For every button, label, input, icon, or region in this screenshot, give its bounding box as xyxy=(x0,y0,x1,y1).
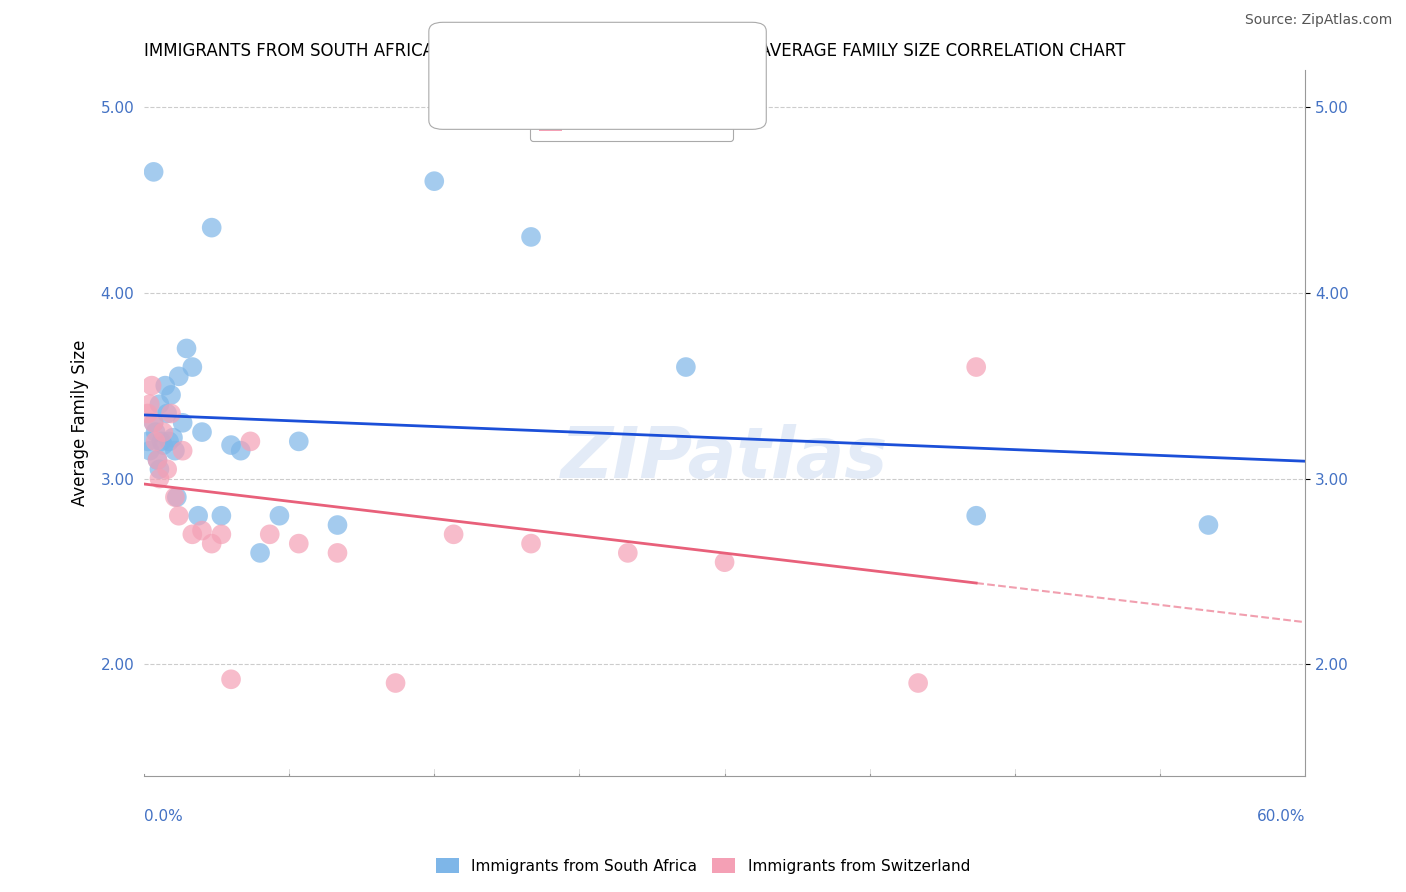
Point xyxy=(167,369,190,384)
Text: IMMIGRANTS FROM SOUTH AFRICA VS IMMIGRANTS FROM SWITZERLAND AVERAGE FAMILY SIZE : IMMIGRANTS FROM SOUTH AFRICA VS IMMIGRAN… xyxy=(143,42,1125,60)
Point xyxy=(326,518,349,533)
Point xyxy=(965,359,987,374)
Point xyxy=(229,443,252,458)
Point xyxy=(139,397,162,411)
Point xyxy=(384,676,406,690)
Point xyxy=(187,508,209,523)
Point xyxy=(191,524,214,538)
Point xyxy=(1197,518,1219,533)
Point xyxy=(156,407,179,421)
Point xyxy=(162,431,184,445)
Point xyxy=(145,425,167,439)
Point xyxy=(157,434,180,449)
Point xyxy=(145,434,167,449)
Point xyxy=(288,434,311,449)
Point xyxy=(219,673,242,687)
Point xyxy=(617,546,640,560)
Point xyxy=(163,490,186,504)
Point xyxy=(191,425,214,439)
Point xyxy=(160,407,183,421)
Point xyxy=(148,462,170,476)
Point xyxy=(142,165,165,179)
Point xyxy=(713,555,735,569)
Point xyxy=(148,397,170,411)
Point xyxy=(259,527,281,541)
Point xyxy=(443,527,465,541)
Legend: R = -0.035   N = 36, R = -0.468   N = 29: R = -0.035 N = 36, R = -0.468 N = 29 xyxy=(530,85,734,141)
Point xyxy=(166,490,188,504)
Point xyxy=(172,416,194,430)
Point xyxy=(965,508,987,523)
Text: ZIPatlas: ZIPatlas xyxy=(561,424,889,492)
Point xyxy=(139,443,162,458)
Point xyxy=(146,453,169,467)
Point xyxy=(155,378,177,392)
Point xyxy=(142,416,165,430)
Point xyxy=(209,527,232,541)
Point xyxy=(181,359,204,374)
Point xyxy=(423,174,446,188)
Point xyxy=(141,378,163,392)
Point xyxy=(156,462,179,476)
Point xyxy=(167,508,190,523)
Point xyxy=(136,434,159,449)
Point xyxy=(209,508,232,523)
Point xyxy=(201,220,224,235)
Point xyxy=(146,453,169,467)
Point xyxy=(675,359,697,374)
Point xyxy=(288,536,311,550)
Point xyxy=(172,443,194,458)
Point xyxy=(160,388,183,402)
Point xyxy=(181,527,204,541)
Point xyxy=(239,434,262,449)
Point xyxy=(520,230,543,244)
Point xyxy=(326,546,349,560)
Point xyxy=(163,443,186,458)
Point xyxy=(152,425,174,439)
Y-axis label: Average Family Size: Average Family Size xyxy=(72,340,89,506)
Text: Source: ZipAtlas.com: Source: ZipAtlas.com xyxy=(1244,13,1392,28)
Point xyxy=(176,342,198,356)
Point xyxy=(150,434,173,449)
Point xyxy=(520,536,543,550)
Point xyxy=(219,438,242,452)
Point xyxy=(142,416,165,430)
Point xyxy=(201,536,224,550)
Legend: Immigrants from South Africa, Immigrants from Switzerland: Immigrants from South Africa, Immigrants… xyxy=(430,852,976,880)
Point xyxy=(249,546,271,560)
Point xyxy=(152,438,174,452)
Point xyxy=(269,508,291,523)
Point xyxy=(907,676,929,690)
Point xyxy=(148,471,170,485)
Point xyxy=(136,407,159,421)
Text: 0.0%: 0.0% xyxy=(143,809,183,824)
Text: 60.0%: 60.0% xyxy=(1257,809,1305,824)
